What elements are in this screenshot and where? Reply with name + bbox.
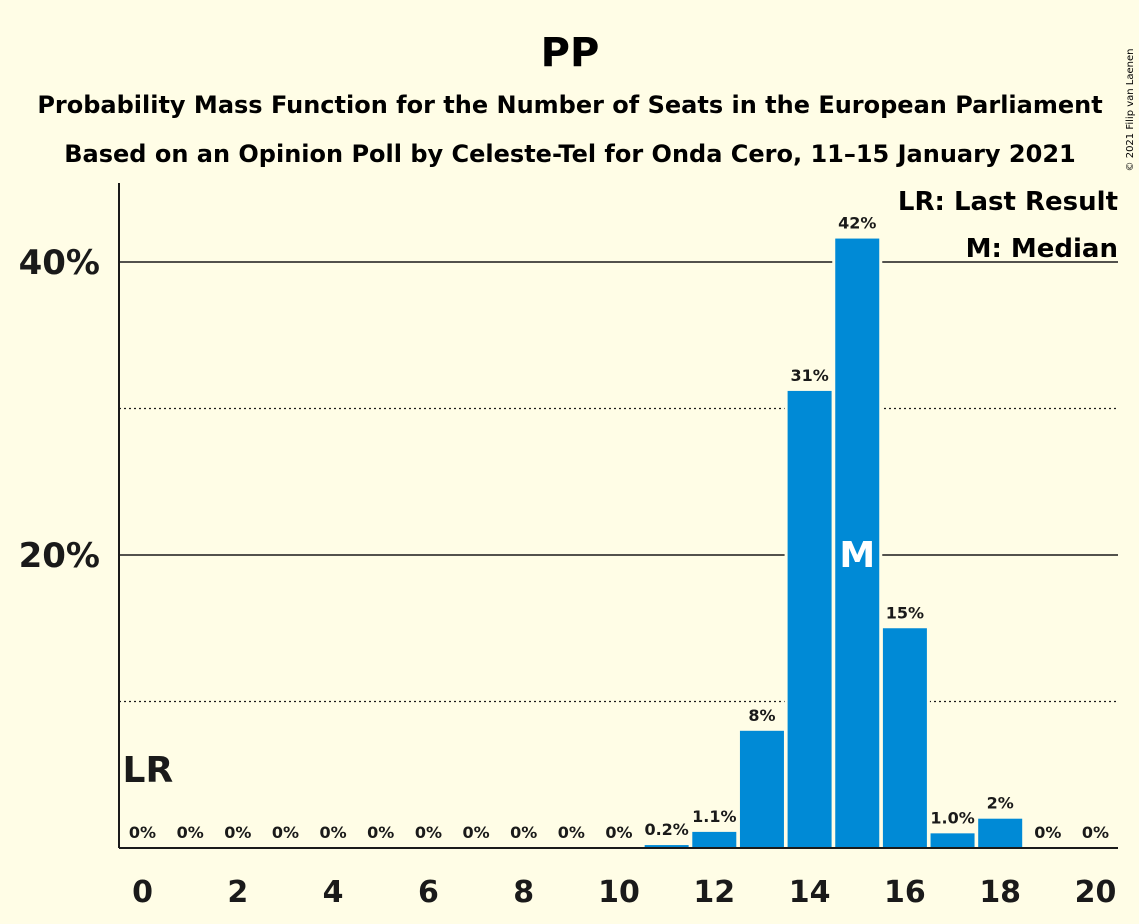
axes: 0 2 4 6 8 10 12 14 16 18 20 <box>118 183 1118 910</box>
data-label-seat-10: 0% <box>605 823 632 842</box>
data-label-seat-2: 0% <box>224 823 251 842</box>
data-label-seat-9: 0% <box>558 823 585 842</box>
x-tick-label-4: 4 <box>323 875 344 910</box>
chart-title: PP <box>541 30 600 76</box>
median-marker: M <box>839 535 875 576</box>
bar-seat-11 <box>644 845 689 848</box>
data-label-seat-1: 0% <box>177 823 204 842</box>
chart-subtitle-2: Based on an Opinion Poll by Celeste-Tel … <box>64 140 1075 168</box>
data-label-seat-18: 2% <box>987 794 1014 813</box>
x-tick-label-18: 18 <box>979 875 1021 910</box>
data-label-seat-6: 0% <box>415 823 442 842</box>
last-result-marker: LR <box>123 750 174 791</box>
data-label-seat-5: 0% <box>367 823 394 842</box>
data-label-seat-3: 0% <box>272 823 299 842</box>
x-tick-label-12: 12 <box>693 875 735 910</box>
data-label-seat-17: 1.0% <box>930 808 974 827</box>
gridlines: 20% 40% <box>19 243 1118 703</box>
data-label-seat-8: 0% <box>510 823 537 842</box>
data-label-seat-7: 0% <box>462 823 489 842</box>
y-tick-label-20: 20% <box>19 536 100 576</box>
data-label-seat-14: 31% <box>790 366 828 385</box>
bar-seat-14 <box>787 390 832 848</box>
data-label-seat-16: 15% <box>886 603 924 622</box>
chart-subtitle-1: Probability Mass Function for the Number… <box>37 91 1102 119</box>
x-tick-label-16: 16 <box>884 875 926 910</box>
x-tick-label-10: 10 <box>598 875 640 910</box>
data-label-seat-0: 0% <box>129 823 156 842</box>
bar-seat-17 <box>930 833 975 848</box>
y-tick-label-40: 40% <box>19 243 100 283</box>
x-tick-label-8: 8 <box>513 875 534 910</box>
copyright-text: © 2021 Filip van Laenen <box>1125 49 1136 172</box>
bars <box>641 238 1026 848</box>
data-label-seat-12: 1.1% <box>692 807 736 826</box>
bar-seat-12 <box>692 831 737 848</box>
x-tick-label-20: 20 <box>1075 875 1117 910</box>
x-tick-label-2: 2 <box>227 875 248 910</box>
data-label-seat-19: 0% <box>1034 823 1061 842</box>
bar-seat-15 <box>835 238 880 848</box>
bar-seat-16 <box>882 628 927 848</box>
legend-last-result: LR: Last Result <box>898 187 1118 217</box>
data-label-seat-4: 0% <box>320 823 347 842</box>
data-label-seat-15: 42% <box>838 214 876 233</box>
bar-seat-18 <box>978 818 1023 848</box>
x-tick-label-14: 14 <box>789 875 831 910</box>
data-labels: 0% 0% 0% 0% 0% 0% 0% 0% 0% 0% 0% 0.2%1.1% 8% 31% 42% 15… <box>123 214 1110 842</box>
x-tick-label-6: 6 <box>418 875 439 910</box>
data-label-seat-20: 0% <box>1082 823 1109 842</box>
data-label-seat-13: 8% <box>748 706 775 725</box>
x-tick-label-0: 0 <box>132 875 153 910</box>
data-label-seat-11: 0.2% <box>644 820 688 839</box>
legend-median: M: Median <box>966 234 1118 264</box>
bar-seat-13 <box>739 730 784 848</box>
